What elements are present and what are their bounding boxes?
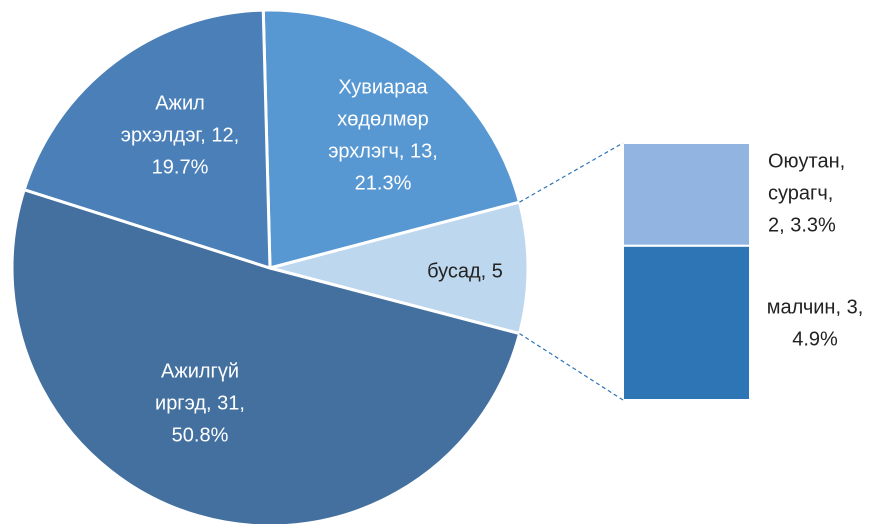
split-label: малчин, 3,	[767, 296, 864, 318]
slice-label: эрхэлдэг, 12,	[121, 124, 239, 146]
slice-label: 50.8%	[172, 424, 229, 446]
slice-label: хөдөлмөр	[337, 108, 429, 130]
slice-label: Ажил	[155, 92, 205, 114]
slice-label: Хувиараа	[338, 76, 428, 98]
slice-label: 21.3%	[355, 172, 412, 194]
split-bar	[622, 244, 751, 401]
slice-label: иргэд, 31,	[155, 392, 245, 414]
connector	[519, 333, 624, 401]
slice-label: бусад, 5	[427, 260, 503, 282]
split-label: сурагч,	[768, 182, 833, 204]
connector	[519, 142, 624, 203]
pie-slice	[10, 187, 522, 524]
split-label: Оюутан,	[768, 150, 845, 172]
slice-label: эрхлэгч, 13,	[328, 140, 438, 162]
split-label: 4.9%	[792, 328, 838, 350]
pie-slice	[261, 8, 522, 270]
pie-slice	[264, 200, 530, 336]
pie-slice	[22, 8, 272, 271]
slice-label: 19.7%	[152, 156, 209, 178]
split-label: 2, 3.3%	[768, 214, 836, 236]
split-bar	[622, 142, 751, 247]
slice-label: Ажилгүй	[161, 360, 239, 382]
